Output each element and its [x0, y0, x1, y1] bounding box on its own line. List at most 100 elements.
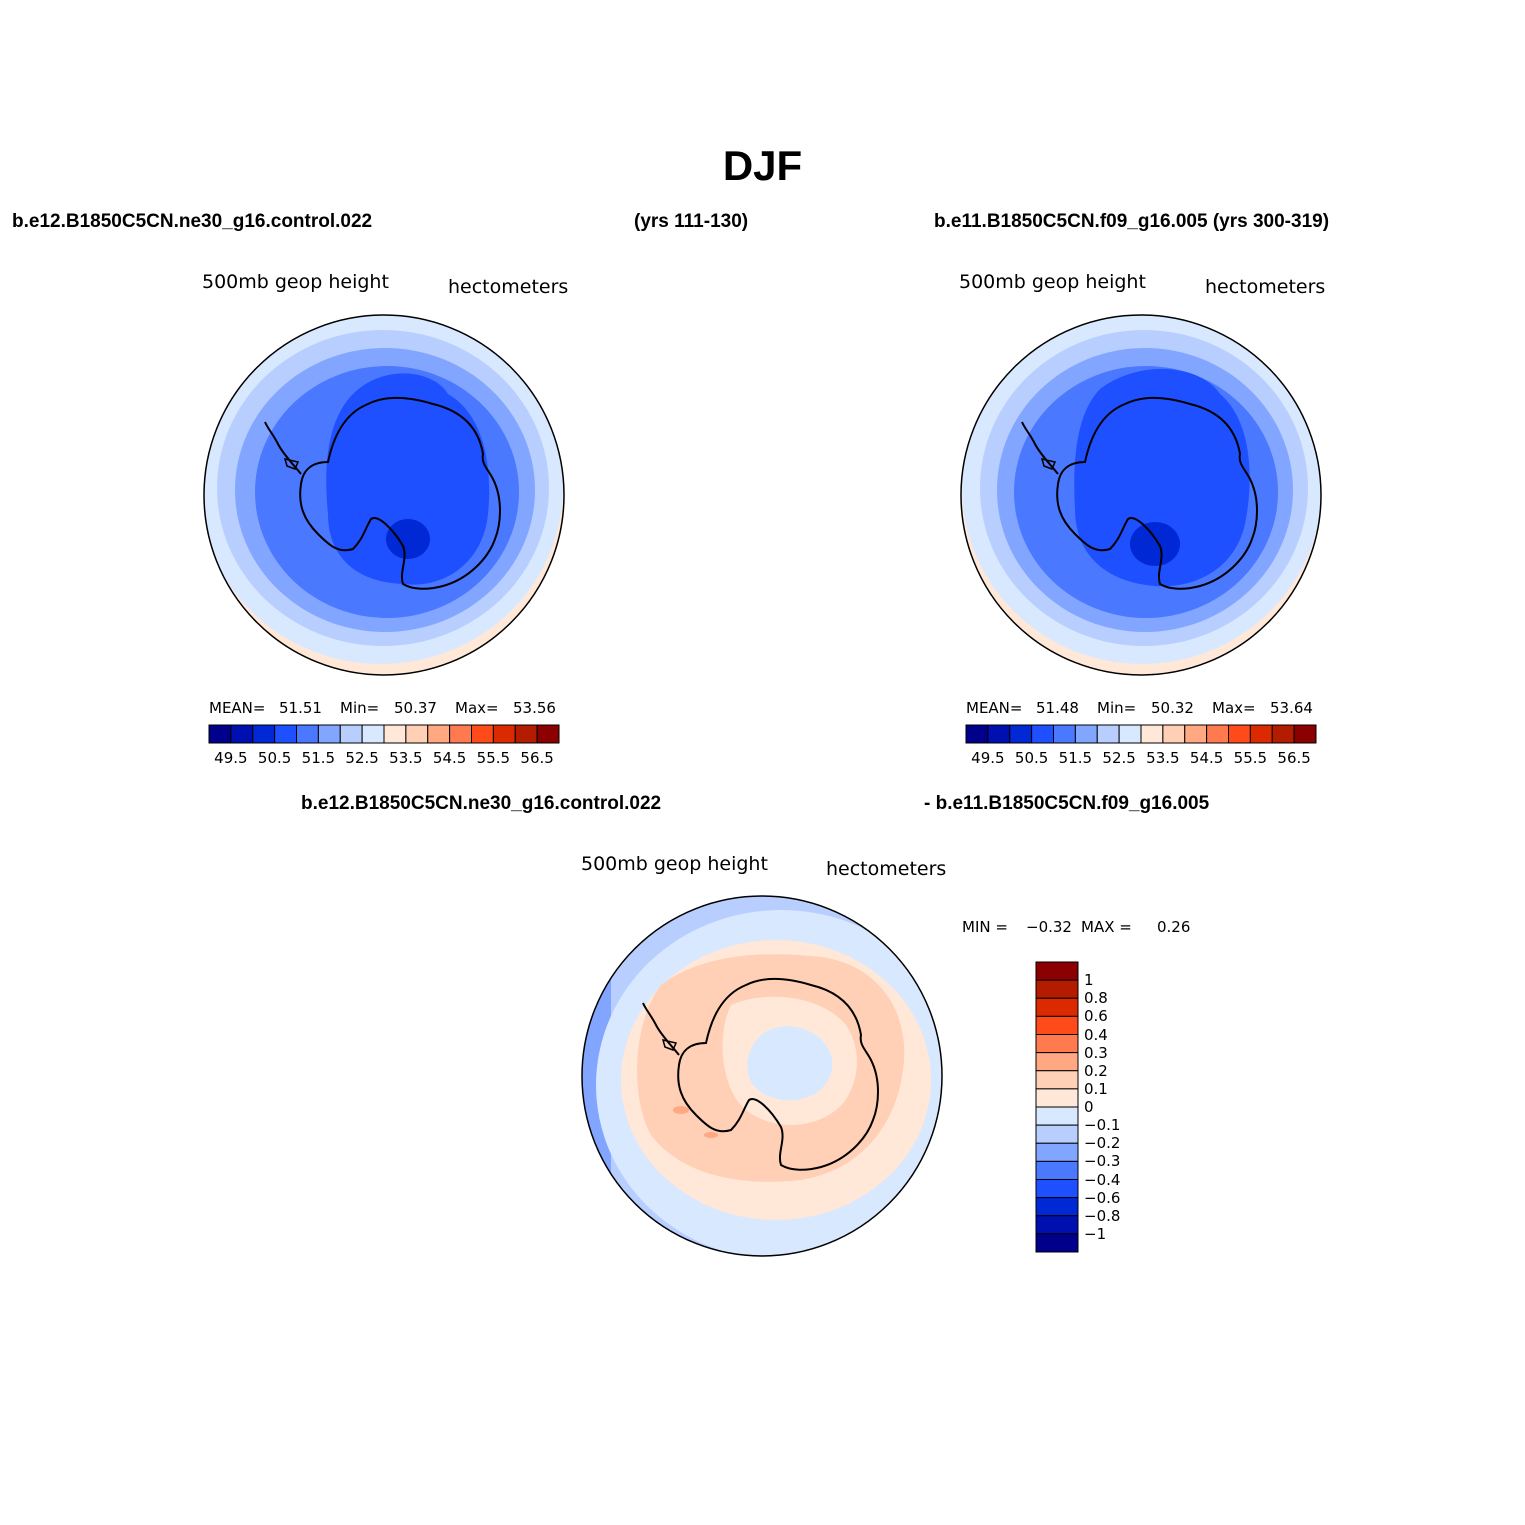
colorbar-swatch [296, 724, 319, 744]
colorbar-tick-label: 51.5 [301, 749, 336, 767]
panel2-map [960, 314, 1322, 676]
colorbar-tick-label: 50.5 [257, 749, 292, 767]
colorbar-swatch [1035, 1124, 1079, 1144]
colorbar-swatch [1035, 997, 1079, 1017]
colorbar-swatch [1184, 724, 1208, 744]
colorbar-swatch [1162, 724, 1186, 744]
colorbar-swatch [1035, 1197, 1079, 1217]
panel1-mean-value: 51.51 [279, 699, 322, 717]
colorbar-swatch [317, 724, 341, 744]
colorbar-swatch [1140, 724, 1164, 744]
colorbar-tick-label: 0.2 [1084, 1061, 1108, 1080]
colorbar-tick-label: 1 [1084, 971, 1094, 990]
colorbar-tick-label: 52.5 [345, 749, 379, 767]
colorbar-tick-label: 0.3 [1084, 1043, 1108, 1062]
colorbar-tick-label: 0.1 [1084, 1079, 1108, 1098]
diff-max-value: 0.26 [1157, 918, 1191, 936]
colorbar-tick-label: 56.5 [1277, 749, 1311, 767]
colorbar-swatch [339, 724, 363, 744]
colorbar-tick-label: −0.6 [1084, 1188, 1121, 1207]
colorbar-swatch [1228, 724, 1251, 744]
panel2-max-label: Max= [1212, 699, 1256, 717]
colorbar-swatch [1035, 1179, 1079, 1199]
colorbar-swatch [1096, 724, 1120, 744]
colorbar-tick-label: 55.5 [476, 749, 511, 767]
panel1-min-label: Min= [340, 699, 380, 717]
colorbar-swatch [492, 724, 516, 744]
main-title: DJF [722, 142, 803, 189]
colorbar-swatch [449, 724, 472, 744]
colorbar-swatch [274, 724, 297, 744]
colorbar-tick-label: −0.3 [1084, 1152, 1121, 1171]
colorbar-tick-label: 50.5 [1014, 749, 1049, 767]
panel1-map [203, 314, 565, 676]
colorbar-tick-label: 51.5 [1058, 749, 1093, 767]
colorbar-swatch [1249, 724, 1273, 744]
colorbar-swatch [230, 724, 254, 744]
colorbar-tick-label: −0.8 [1084, 1206, 1121, 1225]
colorbar-swatch [1035, 1160, 1079, 1180]
colorbar-swatch [1035, 1015, 1079, 1035]
colorbar-swatch [361, 724, 385, 744]
colorbar-tick-label: −0.1 [1084, 1116, 1121, 1135]
colorbar-tick-label: 0.6 [1084, 1007, 1108, 1026]
colorbar-swatch [427, 724, 451, 744]
diff-max-label: MAX = [1081, 918, 1132, 936]
colorbar-swatch [1074, 724, 1098, 744]
colorbar-swatch [1035, 1070, 1079, 1090]
panel1-colorbar [208, 724, 560, 744]
colorbar-swatch [1035, 961, 1079, 981]
colorbar-swatch [1035, 1088, 1079, 1108]
colorbar-tick-label: 53.5 [389, 749, 423, 767]
colorbar-swatch [1293, 724, 1317, 744]
panel2-min-value: 50.32 [1151, 699, 1194, 717]
colorbar-swatch [1035, 1142, 1079, 1162]
colorbar-swatch [1035, 979, 1079, 999]
colorbar-swatch [1053, 724, 1076, 744]
colorbar-swatch [1035, 1233, 1079, 1253]
diff-case2-title: - b.e11.B1850C5CN.f09_g16.005 [924, 793, 1210, 814]
diff-map [581, 895, 943, 1257]
colorbar-swatch [208, 724, 232, 744]
colorbar-swatch [514, 724, 538, 744]
diff-colorbar [1035, 961, 1079, 1253]
panel2-max-value: 53.64 [1270, 699, 1313, 717]
case1-title: b.e12.B1850C5CN.ne30_g16.control.022 [12, 211, 373, 232]
colorbar-tick-label: 0 [1084, 1098, 1094, 1116]
colorbar-tick-label: −1 [1084, 1224, 1107, 1243]
diff-min-value: −0.32 [1026, 918, 1072, 936]
panel2-units-label: hectometers [1205, 276, 1326, 298]
colorbar-swatch [1035, 1052, 1079, 1072]
diff-field-label: 500mb geop height [581, 853, 768, 875]
panel2-colorbar [965, 724, 1317, 744]
colorbar-swatch [1031, 724, 1054, 744]
colorbar-swatch [1035, 1215, 1079, 1235]
colorbar-tick-label: −0.2 [1084, 1134, 1121, 1153]
panel2-field-label: 500mb geop height [959, 271, 1146, 293]
panel2-min-label: Min= [1097, 699, 1137, 717]
colorbar-tick-label: 53.5 [1146, 749, 1180, 767]
panel2-mean-label: MEAN= [966, 699, 1023, 717]
colorbar-tick-label: 54.5 [1189, 749, 1224, 767]
colorbar-swatch [405, 724, 429, 744]
colorbar-tick-label: 52.5 [1102, 749, 1136, 767]
colorbar-tick-label: 56.5 [520, 749, 554, 767]
colorbar-swatch [1118, 724, 1142, 744]
panel2-mean-value: 51.48 [1036, 699, 1079, 717]
panel1-field-label: 500mb geop height [202, 271, 389, 293]
panel1-min-value: 50.37 [394, 699, 437, 717]
colorbar-swatch [252, 724, 276, 744]
colorbar-swatch [1009, 724, 1033, 744]
colorbar-swatch [1035, 1034, 1079, 1054]
colorbar-tick-label: 49.5 [214, 749, 248, 767]
panel1-max-value: 53.56 [513, 699, 556, 717]
colorbar-swatch [965, 724, 989, 744]
colorbar-tick-label: 49.5 [971, 749, 1005, 767]
diff-case1-title: b.e12.B1850C5CN.ne30_g16.control.022 [301, 793, 662, 814]
case2-title: b.e11.B1850C5CN.f09_g16.005 (yrs 300-319… [934, 211, 1330, 232]
panel1-max-label: Max= [455, 699, 499, 717]
colorbar-tick-label: 55.5 [1233, 749, 1268, 767]
colorbar-tick-label: 54.5 [432, 749, 467, 767]
colorbar-swatch [1206, 724, 1229, 744]
colorbar-tick-label: −0.4 [1084, 1170, 1121, 1189]
